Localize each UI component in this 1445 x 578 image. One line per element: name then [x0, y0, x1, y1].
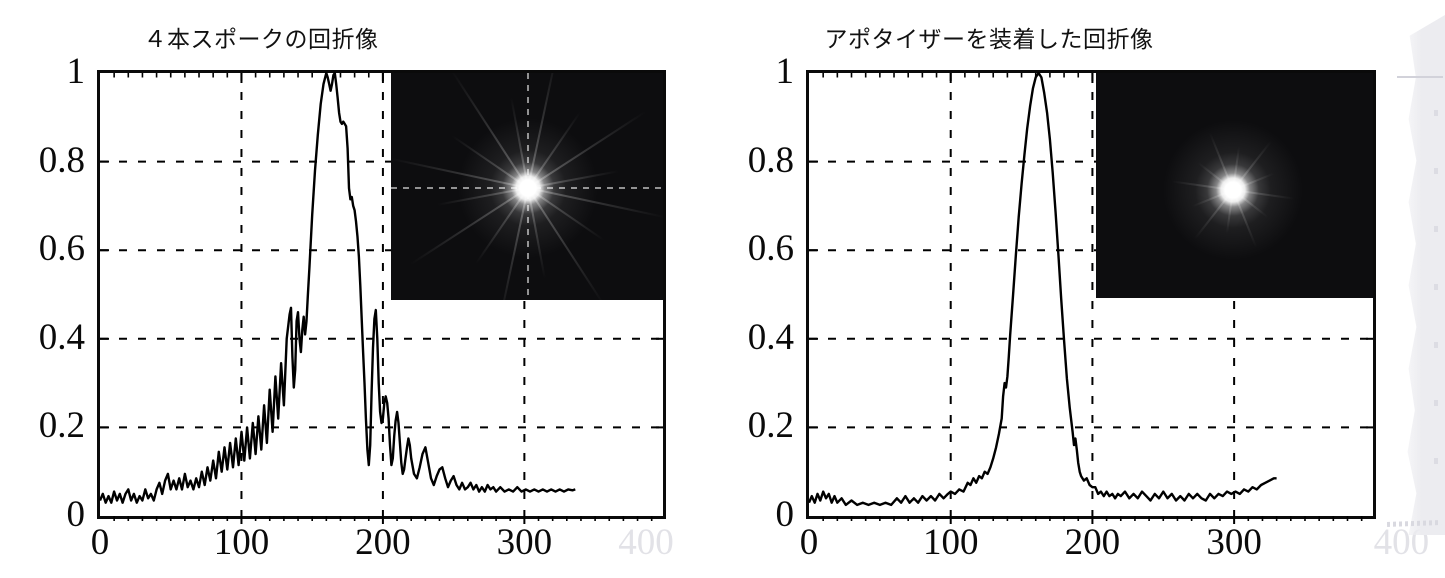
- star-core: [453, 113, 604, 264]
- y-tick-label: 0.6: [747, 228, 794, 270]
- x-tick-label: 0: [90, 522, 110, 563]
- chart-left-4-spoke-diffraction: ４本スポークの回折像 0 100 200 300 400 1 0.8 0.6 0.4 0.2 0: [0, 0, 722, 578]
- x-tick-label: 100: [922, 522, 979, 563]
- y-tick-label: 0: [775, 494, 795, 535]
- intensity-curve: [98, 71, 576, 504]
- chart-title: ４本スポークの回折像: [143, 27, 379, 52]
- star-core: [1158, 115, 1309, 265]
- x-tick-label: 100: [213, 522, 270, 563]
- y-tick-label: 1: [66, 51, 86, 92]
- y-tick-label: 1: [775, 51, 795, 92]
- x-tick-label: 300: [1206, 522, 1262, 563]
- y-tick-label: 0.8: [747, 139, 794, 181]
- x-tick-label: 200: [1064, 522, 1121, 563]
- diffraction-inset-image: [1096, 73, 1373, 298]
- x-tick-label: 0: [799, 522, 819, 563]
- y-tick-label: 0.2: [747, 405, 794, 447]
- plot-area: [806, 70, 1376, 524]
- y-tick-label: 0.4: [747, 316, 794, 358]
- chart-title: アポタイザーを装着した回折像: [824, 27, 1154, 52]
- x-tick-label: 200: [355, 522, 411, 563]
- x-tick-label: 400: [618, 522, 674, 563]
- y-tick-label: 0.2: [38, 405, 85, 447]
- y-tick-label: 0: [66, 494, 86, 535]
- chart-right-apodizer-diffraction: アポタイザーを装着した回折像 0 100 200 300 400 1 0.8 0.6 0.4 0.…: [722, 0, 1445, 578]
- scan-ghost-page-edge: [1407, 15, 1445, 535]
- scan-ghost-tick-marks: [1434, 110, 1438, 500]
- y-tick-label: 0.8: [38, 139, 85, 181]
- x-tick-label: 300: [496, 522, 553, 563]
- y-tick-label: 0.6: [38, 228, 85, 270]
- plot-area: [97, 70, 666, 524]
- diffraction-inset-image: [391, 73, 663, 300]
- intensity-curve: [807, 71, 1277, 507]
- y-tick-label: 0.4: [38, 316, 85, 358]
- scan-ghost-line: [1397, 76, 1443, 78]
- plot-svg: [807, 71, 1373, 524]
